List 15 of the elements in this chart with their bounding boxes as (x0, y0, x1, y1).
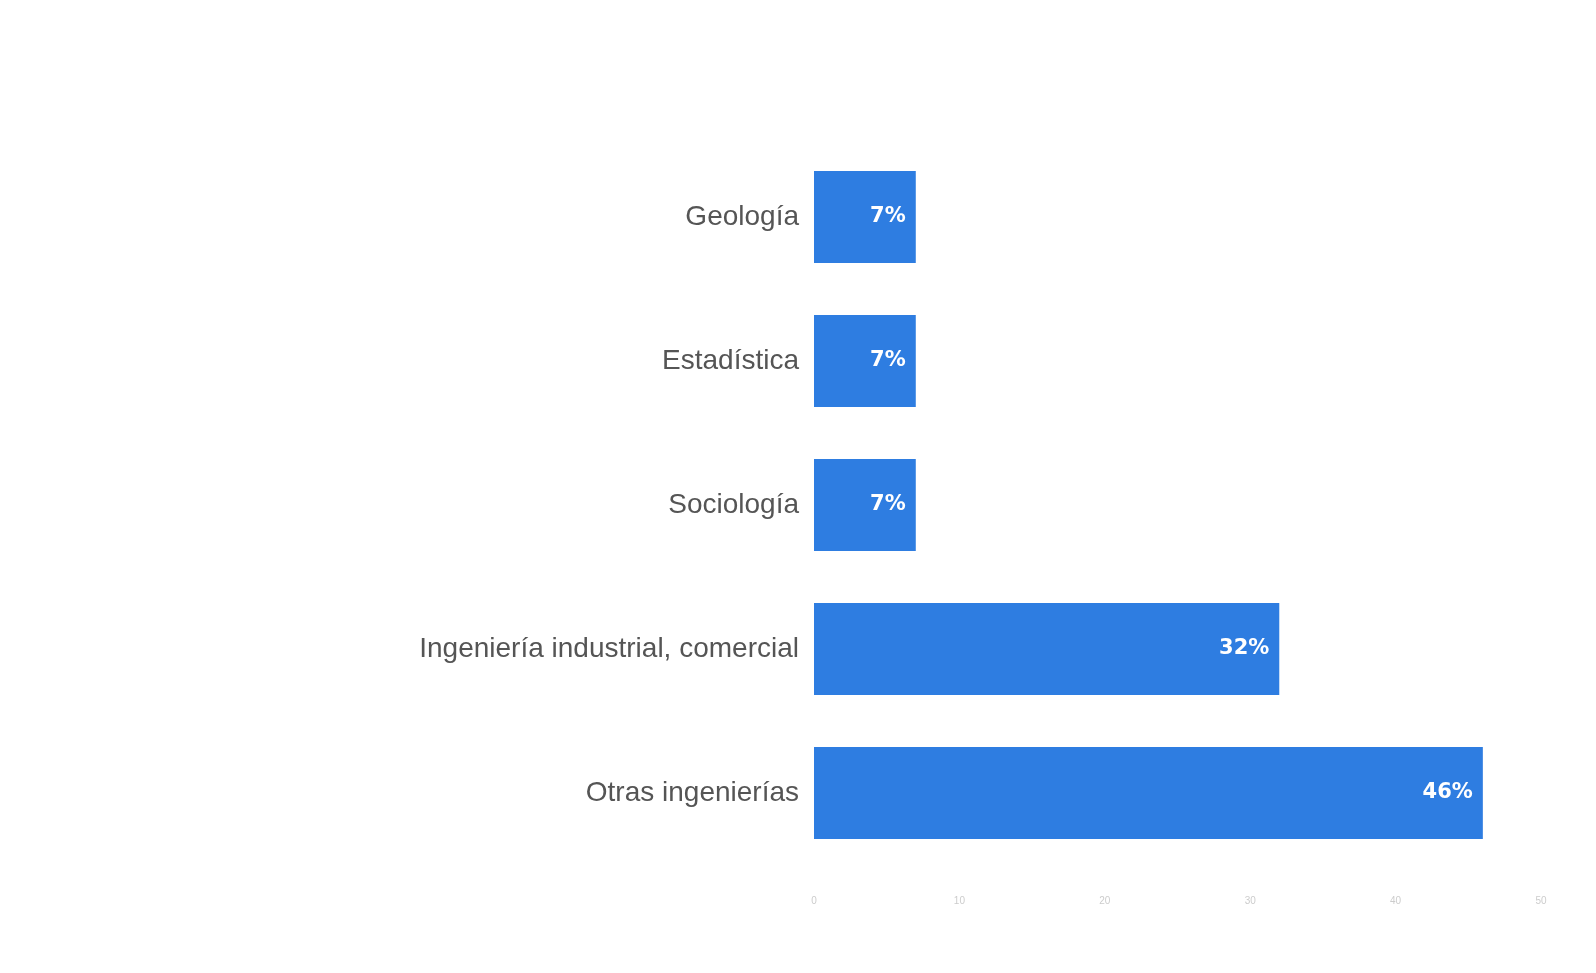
data-label: 7% (870, 347, 906, 372)
bar (814, 602, 1280, 696)
data-label: 46% (1422, 779, 1473, 804)
y-tick-label: Sociología (668, 487, 800, 519)
data-label: 7% (870, 203, 906, 228)
data-label: 7% (870, 491, 906, 516)
y-tick-label: Geología (685, 199, 800, 231)
y-tick-label: Ingeniería industrial, comercial (419, 631, 799, 663)
bar (814, 458, 916, 552)
data-label: 32% (1219, 635, 1270, 660)
y-tick-label: Otras ingenierías (585, 775, 799, 807)
bar (814, 170, 916, 264)
bar (814, 314, 916, 408)
y-tick-label: Estadística (662, 343, 800, 375)
bar (814, 746, 1483, 840)
